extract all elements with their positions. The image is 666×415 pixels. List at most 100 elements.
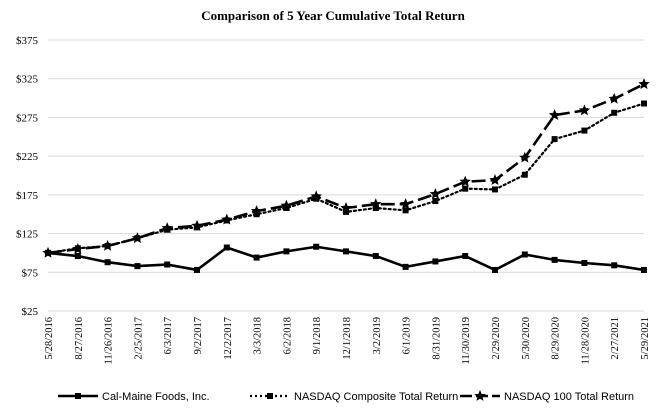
data-point xyxy=(608,92,620,104)
x-tick-label: 5/28/2016 xyxy=(44,317,55,360)
data-point xyxy=(462,185,469,192)
data-point xyxy=(641,266,647,273)
legend-item: NASDAQ 100 Total Return xyxy=(460,390,634,403)
data-point xyxy=(432,198,439,205)
series-line xyxy=(46,102,646,255)
data-point xyxy=(462,253,469,260)
data-point xyxy=(280,199,293,211)
x-tick-label: 3/2/2019 xyxy=(372,317,383,354)
x-tick-label: 12/2/2017 xyxy=(223,317,234,360)
x-tick-label: 9/1/2018 xyxy=(312,317,323,354)
data-point xyxy=(432,258,439,265)
x-tick-label: 6/1/2019 xyxy=(402,317,413,354)
data-point xyxy=(164,261,171,268)
data-point xyxy=(399,198,412,209)
series-1 xyxy=(45,100,647,256)
legend-item: NASDAQ Composite Total Return xyxy=(250,391,458,403)
data-point xyxy=(250,205,263,216)
data-point xyxy=(459,175,471,187)
data-point xyxy=(313,243,320,250)
data-point xyxy=(402,207,409,214)
series-2 xyxy=(42,78,650,258)
data-point xyxy=(581,127,588,134)
data-point xyxy=(429,188,442,199)
data-point xyxy=(370,198,382,209)
legend-item: Cal-Maine Foods, Inc. xyxy=(58,391,210,403)
data-point xyxy=(548,109,561,120)
x-tick-label: 5/30/2020 xyxy=(521,317,532,360)
y-tick-label: $125 xyxy=(16,229,39,241)
y-tick-label: $175 xyxy=(16,190,39,202)
x-tick-label: 11/26/2016 xyxy=(104,317,115,364)
gridlines xyxy=(48,39,644,312)
data-point xyxy=(131,232,144,244)
data-point xyxy=(492,186,498,193)
data-point xyxy=(372,253,379,260)
data-point xyxy=(581,259,588,266)
data-point xyxy=(223,244,230,251)
data-point xyxy=(42,246,54,258)
x-tick-label: 8/29/2020 xyxy=(551,317,562,360)
series-0 xyxy=(45,243,647,273)
data-point xyxy=(343,248,349,255)
data-point xyxy=(101,239,114,251)
data-point xyxy=(474,390,486,401)
y-tick-label: $225 xyxy=(16,151,39,163)
data-point xyxy=(578,104,591,116)
data-point xyxy=(221,213,233,225)
x-tick-label: 8/31/2019 xyxy=(431,317,442,360)
data-point xyxy=(72,243,84,254)
data-point xyxy=(521,171,528,178)
data-point xyxy=(611,262,618,269)
data-point xyxy=(551,136,558,143)
data-point xyxy=(310,190,322,202)
legend: Cal-Maine Foods, Inc. NASDAQ Composite To… xyxy=(58,390,634,403)
y-axis-tick-labels: $25 $75 $125 $175 $225 $275 $325 $375 xyxy=(16,35,39,318)
x-tick-label: 2/25/2017 xyxy=(133,317,144,360)
x-axis-tick-labels: 5/28/2016 8/27/2016 11/26/2016 2/25/2017 6/3… xyxy=(44,317,651,364)
data-point xyxy=(253,211,260,218)
y-tick-label: $325 xyxy=(16,74,39,86)
data-point xyxy=(641,100,647,107)
data-point xyxy=(253,254,260,261)
data-point xyxy=(489,174,501,185)
data-point xyxy=(283,248,290,255)
chart-title: Comparison of 5 Year Cumulative Total Re… xyxy=(201,8,465,23)
y-tick-label: $375 xyxy=(16,35,39,47)
x-tick-label: 2/27/2021 xyxy=(610,317,621,360)
y-tick-label: $275 xyxy=(16,112,39,124)
x-tick-label: 5/29/2021 xyxy=(640,317,651,360)
data-point xyxy=(611,109,618,116)
data-point xyxy=(191,219,203,231)
data-point xyxy=(134,263,141,270)
x-tick-label: 6/2/2018 xyxy=(282,317,293,354)
series-lines xyxy=(42,78,650,273)
data-point xyxy=(194,266,200,273)
data-point xyxy=(74,253,81,260)
data-point xyxy=(519,151,531,163)
legend-label: NASDAQ 100 Total Return xyxy=(504,391,634,403)
data-point xyxy=(161,222,173,234)
x-tick-label: 8/27/2016 xyxy=(74,317,85,360)
y-tick-label: $25 xyxy=(22,306,39,318)
data-point xyxy=(492,266,498,273)
x-tick-label: 3/3/2018 xyxy=(253,317,264,354)
x-tick-label: 6/3/2017 xyxy=(163,317,174,354)
x-tick-label: 2/29/2020 xyxy=(491,317,502,360)
legend-label: Cal-Maine Foods, Inc. xyxy=(102,391,210,403)
data-point xyxy=(343,208,349,215)
x-tick-label: 9/2/2017 xyxy=(193,317,204,354)
legend-label: NASDAQ Composite Total Return xyxy=(294,391,458,403)
data-point xyxy=(402,263,409,270)
x-tick-label: 11/30/2019 xyxy=(461,317,472,364)
data-point xyxy=(75,393,81,399)
data-point xyxy=(267,393,273,399)
data-point xyxy=(638,78,650,89)
data-point xyxy=(521,251,528,258)
x-tick-label: 11/28/2020 xyxy=(580,317,591,364)
x-tick-label: 12/1/2018 xyxy=(342,317,353,360)
data-point xyxy=(104,259,111,266)
y-tick-label: $75 xyxy=(22,267,39,279)
data-point xyxy=(372,205,379,212)
